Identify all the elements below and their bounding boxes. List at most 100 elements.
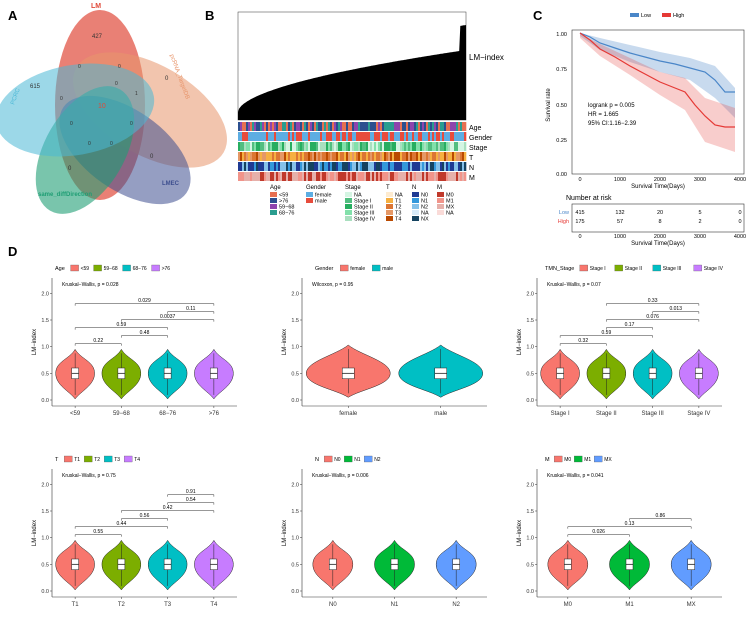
- annotation-cell: [402, 132, 405, 141]
- annotation-cell: [278, 162, 281, 171]
- x-tick-label: 59−68: [113, 411, 131, 417]
- violin-legend-item: Stage III: [663, 266, 682, 272]
- legend-swatch: [306, 192, 313, 197]
- annotation-cell: [402, 162, 405, 171]
- annotation-cell: [354, 142, 357, 151]
- annotation-cell: [308, 162, 311, 171]
- violin-legend-swatch: [554, 455, 563, 463]
- annotation-cell: [280, 152, 283, 161]
- annotation-cell: [346, 132, 349, 141]
- violin-panel-5: N N0 N1 N2 0.0 0.5 1.0 1.5 2.0 LM−index Kruskal−Wa…: [282, 455, 487, 608]
- legend-swatch: [437, 210, 444, 215]
- x-tick-label: M1: [625, 602, 634, 608]
- annotation-cell: [406, 132, 409, 141]
- violin-legend-item: MX: [604, 457, 612, 463]
- annotation-cell: [262, 162, 265, 171]
- annotation-cell: [298, 142, 301, 151]
- annotation-cell: [358, 172, 361, 181]
- annotation-cell: [446, 162, 449, 171]
- annotation-cell: [314, 142, 317, 151]
- violin-legend-title: TMN_Stage: [545, 266, 574, 272]
- annotation-cell: [388, 142, 391, 151]
- annotation-cell: [394, 162, 397, 171]
- annotation-cell: [420, 122, 423, 131]
- annotation-cell: [342, 142, 345, 151]
- annotation-cell: [312, 152, 315, 161]
- km-xticks: 0 1000 2000 3000 4000: [578, 177, 746, 183]
- annotation-cell: [448, 152, 451, 161]
- y-tick-label: 0.5: [291, 371, 299, 377]
- annotation-cell: [458, 172, 461, 181]
- annotation-cell: [380, 132, 383, 141]
- violin-legend-swatch: [324, 455, 333, 463]
- annotation-cell: [268, 152, 271, 161]
- annotation-cell: [320, 162, 323, 171]
- annotation-cell: [374, 132, 377, 141]
- venn-count: 0: [70, 121, 73, 127]
- km-ytick: 0.25: [556, 138, 567, 144]
- y-tick-label: 0.0: [291, 398, 299, 404]
- annotation-cell: [242, 132, 245, 141]
- row-label: T: [469, 155, 474, 162]
- annotation-cell: [342, 172, 345, 181]
- annotation-cell: [354, 162, 357, 171]
- annotation-cell: [254, 162, 257, 171]
- x-tick-label: M0: [564, 602, 573, 608]
- km-yticks: 0.00 0.25 0.50 0.75 1.00: [556, 32, 567, 178]
- violin-legend-item: Stage II: [625, 266, 642, 272]
- violin-legend-title: T: [55, 457, 59, 463]
- annotation-cell: [418, 132, 421, 141]
- test-label: Kruskal−Wallis, p = 0.75: [62, 473, 116, 479]
- annotation-cell: [454, 142, 457, 151]
- km-xtick: 2000: [654, 177, 666, 183]
- venn-count: 0: [88, 141, 91, 147]
- annotation-cell: [382, 132, 385, 141]
- annotation-cell: [410, 122, 413, 131]
- annotation-cell: [294, 132, 297, 141]
- test-label: Wilcoxon, p = 0.95: [312, 282, 353, 288]
- y-tick-label: 2.0: [41, 291, 49, 297]
- annotation-cell: [390, 132, 393, 141]
- annotation-cell: [442, 122, 445, 131]
- comparison-bracket: [74, 327, 168, 330]
- annotation-cell: [266, 132, 269, 141]
- annotation-cell: [374, 172, 377, 181]
- annotation-cell: [428, 172, 431, 181]
- annotation-cell: [370, 122, 373, 131]
- p-value-label: 0.026: [592, 529, 605, 535]
- annotation-cell: [240, 152, 243, 161]
- km-ytick: 0.00: [556, 172, 567, 178]
- annotation-cell: [376, 152, 379, 161]
- comparison-bracket: [606, 319, 700, 322]
- annotation-cell: [338, 122, 341, 131]
- annotation-cell: [412, 162, 415, 171]
- annotation-cell: [458, 122, 461, 131]
- risk-row-label-low: Low: [559, 210, 569, 216]
- annotation-cell: [276, 162, 279, 171]
- annotation-cell: [366, 122, 369, 131]
- annotation-cell: [428, 162, 431, 171]
- annotation-cell: [272, 122, 275, 131]
- annotation-cell: [462, 172, 465, 181]
- annotation-cell: [300, 132, 303, 141]
- annotation-cell: [410, 142, 413, 151]
- legend-swatch: [386, 210, 393, 215]
- annotation-cell: [266, 162, 269, 171]
- x-tick-label: female: [339, 411, 358, 417]
- annotation-cell: [272, 152, 275, 161]
- annotation-cell: [378, 152, 381, 161]
- annotation-cell: [320, 152, 323, 161]
- annotation-cell: [290, 122, 293, 131]
- annotation-cell: [410, 132, 413, 141]
- annotation-cell: [446, 152, 449, 161]
- venn-count-center: 10: [98, 103, 106, 110]
- annotation-cell: [324, 162, 327, 171]
- panel-label-a: A: [8, 8, 18, 23]
- annotation-cell: [286, 172, 289, 181]
- violin-legend-item: N1: [354, 457, 361, 463]
- violin-panel-1: Age <59 59−68 68−76 >76 0.0 0.5 1.0 1.5 2.0 LM−ind…: [32, 264, 237, 417]
- violin-legend-swatch: [614, 264, 623, 272]
- venn-label-lmec: LMEC: [162, 181, 180, 187]
- annotation-cell: [278, 152, 281, 161]
- annotation-cell: [340, 172, 343, 181]
